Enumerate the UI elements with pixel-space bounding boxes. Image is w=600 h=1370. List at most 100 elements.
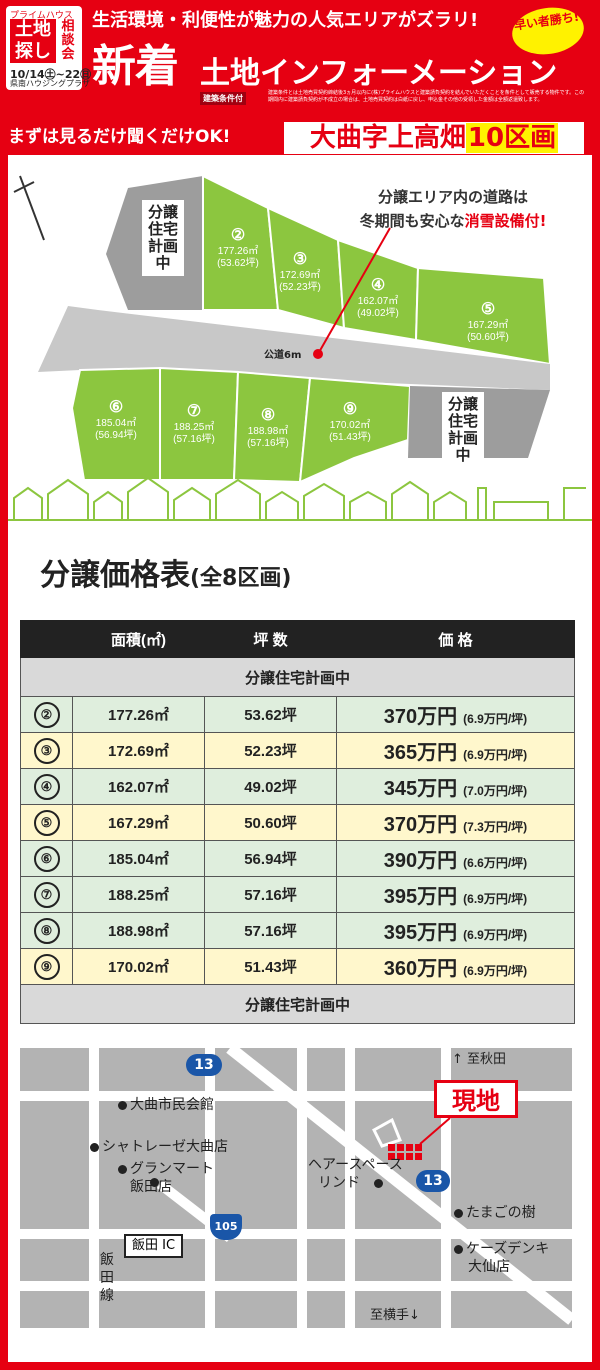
planned-label-bottom: 分譲住宅計画中 <box>442 392 484 468</box>
cell-price: 395万円 (6.9万円/坪) <box>336 912 575 949</box>
route-13-shield: 13 <box>186 1054 222 1076</box>
cell-area: 185.04㎡ <box>72 840 205 877</box>
cell-no: ⑦ <box>20 876 73 913</box>
table-row: ⑥ 185.04㎡ 56.94坪 390万円 (6.6万円/坪) <box>20 840 575 877</box>
lot-label: ③ 172.69㎡ (52.23坪) <box>279 251 321 293</box>
brand-name: プライムハウス <box>10 11 73 21</box>
cell-tsubo: 52.23坪 <box>204 732 337 769</box>
cell-price: 345万円 (7.0万円/坪) <box>336 768 575 805</box>
cell-no: ⑨ <box>20 948 73 985</box>
lot-label: ② 177.26㎡ (53.62坪) <box>217 227 259 269</box>
area-title: 大曲字上高畑10区画 <box>282 120 586 156</box>
north-arrow-icon <box>13 175 45 241</box>
cell-area: 167.29㎡ <box>72 804 205 841</box>
price-table: 面積(㎡) 坪 数 価 格 分譲住宅計画中 ② 177.26㎡ 53.62坪 370万円… <box>20 620 575 1024</box>
table-row: ④ 162.07㎡ 49.02坪 345万円 (7.0万円/坪) <box>20 768 575 805</box>
place-chateraise: シャトレーゼ大曲店 <box>90 1136 228 1156</box>
table-row: ⑧ 188.98㎡ 57.16坪 395万円 (6.9万円/坪) <box>20 912 575 949</box>
route-105-shield: 105 <box>210 1214 242 1240</box>
iida-ic-label: 飯田 IC <box>124 1234 184 1258</box>
price-heading-note: (全8区画) <box>190 566 292 591</box>
new-label: 新着 <box>92 41 179 92</box>
place-ks-denki: ケーズデンキ <box>454 1238 549 1258</box>
table-row: ⑤ 167.29㎡ 50.60坪 370万円 (7.3万円/坪) <box>20 804 575 841</box>
col-header-tsubo: 坪 数 <box>204 620 337 658</box>
price-table-body: 分譲住宅計画中 ② 177.26㎡ 53.62坪 370万円 (6.9万円/坪) ③ 172.… <box>20 657 575 1024</box>
cell-price: 390万円 (6.6万円/坪) <box>336 840 575 877</box>
cell-price: 365万円 (6.9万円/坪) <box>336 732 575 769</box>
col-header-area: 面積(㎡) <box>72 620 205 658</box>
site-location-label: 現地 <box>434 1080 518 1118</box>
cell-price: 370万円 (7.3万円/坪) <box>336 804 575 841</box>
callout-line-1: 分譲エリア内の道路は <box>377 188 528 206</box>
lot-label: ⑨ 170.02㎡ (51.43坪) <box>329 401 371 443</box>
cell-no: ⑥ <box>20 840 73 877</box>
cell-area: 188.98㎡ <box>72 912 205 949</box>
iida-line-label-1: 飯 <box>100 1252 114 1268</box>
cell-tsubo: 57.16坪 <box>204 912 337 949</box>
table-row: ⑦ 188.25㎡ 57.16坪 395万円 (6.9万円/坪) <box>20 876 575 913</box>
place-hall: 大曲市民会館 <box>118 1094 214 1114</box>
area-count: 10区画 <box>465 123 559 153</box>
condition-text: 建築条件とは土地売買契約締結後3ヵ月以内に(株)プライムハウスと建築請負契約を結… <box>268 90 585 103</box>
event-venue: 県南ハウジングプラザ <box>10 79 90 88</box>
price-table-heading: 分譲価格表(全8区画) <box>38 555 418 597</box>
cell-no: ⑧ <box>20 912 73 949</box>
site-lots-marker <box>388 1144 422 1160</box>
cell-tsubo: 57.16坪 <box>204 876 337 913</box>
ic-dot-icon <box>150 1178 159 1187</box>
iida-line-label-3: 線 <box>100 1288 114 1304</box>
cell-tsubo: 51.43坪 <box>204 948 337 985</box>
table-row: ⑨ 170.02㎡ 51.43坪 360万円 (6.9万円/坪) <box>20 948 575 985</box>
cell-tsubo: 50.60坪 <box>204 804 337 841</box>
badge-main-text: 土地探し <box>10 19 56 63</box>
cell-area: 162.07㎡ <box>72 768 205 805</box>
cell-tsubo: 56.94坪 <box>204 840 337 877</box>
place-hair-salon: ヘアースペース <box>308 1157 403 1173</box>
callout-line-2: 冬期間も安心な <box>359 212 465 230</box>
cell-tsubo: 53.62坪 <box>204 696 337 733</box>
snow-melting-marker-icon <box>313 349 323 359</box>
cell-price: 395万円 (6.9万円/坪) <box>336 876 575 913</box>
page-title: 土地インフォーメーション <box>200 56 558 91</box>
to-yokote: 至横手↓ <box>370 1308 420 1323</box>
route-13-shield-2: 13 <box>416 1170 450 1192</box>
cell-no: ② <box>20 696 73 733</box>
cell-area: 177.26㎡ <box>72 696 205 733</box>
header-tagline: 生活環境・利便性が魅力の人気エリアがズラリ! <box>92 10 479 31</box>
col-header-price: 価 格 <box>336 620 575 658</box>
cell-tsubo: 49.02坪 <box>204 768 337 805</box>
badge-vertical-text: 相談会 <box>61 19 75 62</box>
plan-row: 分譲住宅計画中 <box>20 984 575 1024</box>
col-header-no <box>20 620 73 658</box>
to-akita: ↑ 至秋田 <box>452 1052 507 1067</box>
planned-label-top: 分譲住宅計画中 <box>142 200 184 276</box>
site-map <box>8 174 592 521</box>
plan-row: 分譲住宅計画中 <box>20 657 575 697</box>
iida-line-label-2: 田 <box>100 1270 114 1286</box>
callout-highlight: 消雪設備付! <box>464 212 547 230</box>
place-granmart: グランマート <box>118 1158 214 1178</box>
lot-label: ④ 162.07㎡ (49.02坪) <box>357 277 399 319</box>
cell-no: ⑤ <box>20 804 73 841</box>
road-label: 公道6m <box>264 350 302 361</box>
lot-label: ⑥ 185.04㎡ (56.94坪) <box>95 399 137 441</box>
price-table-header: 面積(㎡) 坪 数 価 格 <box>20 620 575 658</box>
lot-label: ⑤ 167.29㎡ (50.60坪) <box>467 301 509 343</box>
place-ks-denki-branch: 大仙店 <box>468 1259 510 1275</box>
event-badge: プライムハウス 土地探し 相談会 10/14㊏~22㊐ 県南ハウジングプラザ <box>6 6 91 90</box>
price-heading-text: 分譲価格表 <box>40 558 190 593</box>
cell-no: ③ <box>20 732 73 769</box>
cell-area: 188.25㎡ <box>72 876 205 913</box>
condition-label: 建築条件付 <box>200 92 246 105</box>
cell-no: ④ <box>20 768 73 805</box>
lot-label: ⑦ 188.25㎡ (57.16坪) <box>173 403 215 445</box>
place-granmart-branch: 飯田店 <box>130 1179 172 1195</box>
lot-6 <box>70 366 161 481</box>
event-dates: 10/14㊏~22㊐ <box>10 68 92 81</box>
table-row: ② 177.26㎡ 53.62坪 370万円 (6.9万円/坪) <box>20 696 575 733</box>
snow-melting-callout: 分譲エリア内の道路は 冬期間も安心な消雪設備付! <box>325 185 581 233</box>
cell-area: 172.69㎡ <box>72 732 205 769</box>
lot-9 <box>298 376 412 484</box>
